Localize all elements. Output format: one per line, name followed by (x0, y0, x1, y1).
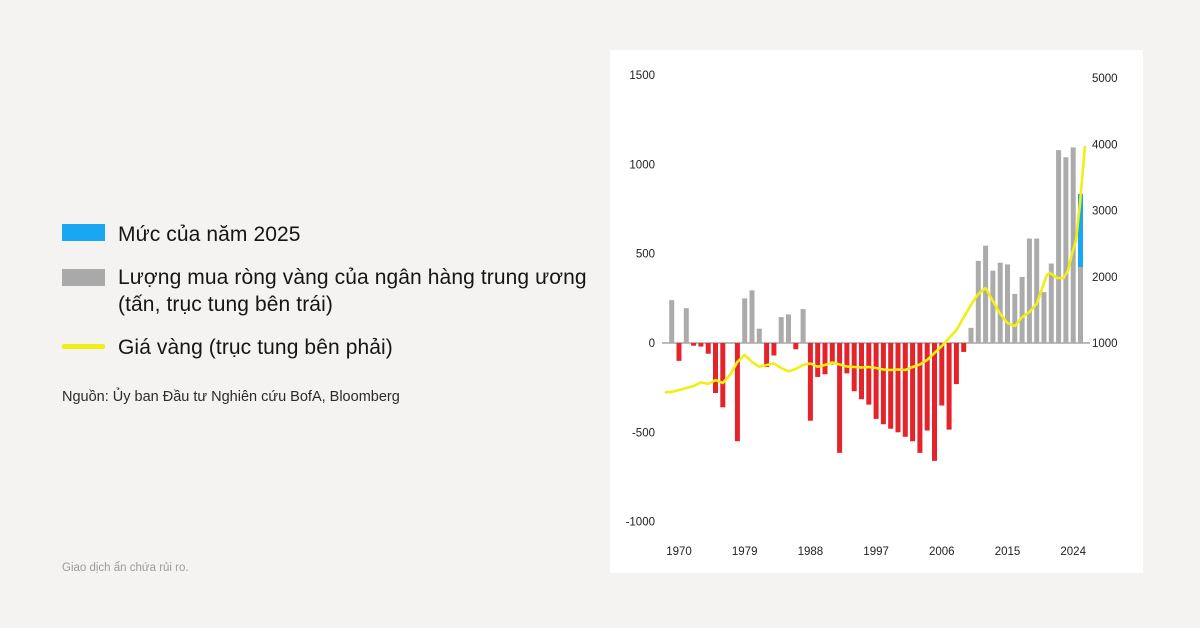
bar-1984 (778, 317, 784, 343)
x-axis-tick-1997: 1997 (863, 546, 889, 558)
legend-label-net-purchases-line1: Lượng mua ròng vàng của ngân hàng trung … (118, 266, 587, 289)
left-axis-tick-500: 500 (636, 249, 655, 261)
legend-item-gold-price: Giá vàng (trục tung bên phải) (62, 334, 622, 361)
bar-1998 (880, 343, 886, 425)
bar-2010 (968, 327, 974, 343)
legend-label-net-purchases: Lượng mua ròng vàng của ngân hàng trung … (118, 264, 587, 318)
bar-2004 (924, 343, 930, 431)
bar-2000 (895, 343, 901, 433)
bar-2021 (1048, 263, 1054, 343)
left-axis-tick-1500: 1500 (629, 70, 655, 82)
x-axis-tick-2015: 2015 (995, 546, 1021, 558)
bar-2005 (932, 343, 937, 461)
bar-1982 (764, 343, 770, 368)
bar-1972 (691, 343, 697, 346)
bar-2020 (1041, 292, 1047, 343)
right-axis-tick-4000: 4000 (1092, 139, 1118, 151)
left-axis-tick-1000: 1000 (629, 159, 655, 171)
right-axis-tick-5000: 5000 (1092, 73, 1118, 85)
bar-1985 (786, 314, 791, 343)
legend-label-net-purchases-line2: (tấn, trục tung bên trái) (118, 293, 333, 316)
bar-2009 (961, 343, 967, 352)
bar-1986 (793, 343, 799, 350)
bar-2006 (939, 343, 945, 406)
bar-1999 (888, 343, 894, 429)
legend-item-net-purchases: Lượng mua ròng vàng của ngân hàng trung … (62, 264, 622, 318)
bar-1971 (683, 308, 689, 343)
bar-1996 (866, 343, 872, 405)
x-axis-tick-2006: 2006 (929, 546, 955, 558)
bar-2002 (910, 343, 916, 442)
disclaimer-text: Giao dịch ẩn chứa rủi ro. (62, 562, 189, 574)
bar-2018 (1026, 238, 1032, 343)
bar-2025 (1078, 267, 1083, 343)
bar-2019 (1034, 238, 1040, 343)
bar-2008 (953, 343, 959, 385)
chart-legend: Mức của năm 2025 Lượng mua ròng vàng của… (62, 221, 622, 361)
left-axis-tick--1000: -1000 (626, 517, 655, 529)
x-axis-tick-1970: 1970 (666, 546, 692, 558)
legend-item-2025-level: Mức của năm 2025 (62, 221, 622, 248)
bar-1990 (822, 343, 828, 375)
bar-1975 (713, 343, 718, 394)
left-axis-tick-0: 0 (649, 338, 655, 350)
bar-2001 (902, 343, 908, 437)
bar-1980 (749, 290, 755, 343)
bar-1992 (837, 343, 843, 453)
legend-label-gold-price: Giá vàng (trục tung bên phải) (118, 336, 393, 359)
bar-2012 (983, 245, 989, 343)
legend-label-2025-level: Mức của năm 2025 (118, 223, 301, 246)
right-axis-tick-2000: 2000 (1092, 272, 1118, 284)
yellow-line-swatch-icon (62, 344, 105, 349)
x-axis-tick-2024: 2024 (1060, 546, 1086, 558)
blue-swatch-icon (62, 224, 105, 241)
gold-chart-svg: 150010005000-500-10005000400030002000100… (626, 70, 1118, 558)
bar-1974 (705, 343, 711, 354)
bar-1988 (807, 343, 813, 421)
bar-1991 (829, 343, 835, 365)
x-axis-tick-1988: 1988 (798, 546, 824, 558)
bar-1969 (669, 300, 675, 343)
bar-1970 (676, 343, 682, 361)
bar-1976 (720, 343, 726, 408)
bar-1989 (815, 343, 821, 377)
gray-swatch-icon (62, 269, 105, 286)
chart-panel: 1500 1000 500 0 -500 -1000 5000 4000 3000 2000 100… (610, 50, 1143, 573)
bar-1993 (844, 343, 850, 374)
bar-2014 (997, 262, 1003, 343)
bar-2013 (990, 270, 996, 343)
bar-2016 (1012, 293, 1018, 343)
gold-price-line (664, 145, 1087, 394)
bar-1978 (734, 343, 740, 442)
right-axis-tick-1000: 1000 (1092, 338, 1118, 350)
bar-2025-level-segment (1078, 193, 1083, 268)
bar-1987 (800, 309, 806, 343)
source-text: Nguồn: Ủy ban Đầu tư Nghiên cứu BofA, Bl… (62, 389, 400, 405)
bar-1981 (756, 328, 762, 343)
bar-2011 (975, 260, 981, 343)
bar-2003 (917, 343, 923, 453)
right-axis-tick-3000: 3000 (1092, 206, 1118, 218)
bar-2023 (1063, 157, 1069, 343)
bar-1995 (859, 343, 864, 400)
bar-1983 (771, 343, 777, 356)
bar-2007 (946, 343, 952, 430)
bar-2015 (1005, 264, 1010, 343)
bar-1997 (873, 343, 879, 419)
bar-2022 (1056, 150, 1062, 343)
bar-1973 (698, 343, 704, 347)
left-axis-tick--500: -500 (632, 427, 655, 439)
x-axis-tick-1979: 1979 (732, 546, 758, 558)
bar-2017 (1019, 276, 1025, 343)
bar-1979 (742, 298, 748, 343)
